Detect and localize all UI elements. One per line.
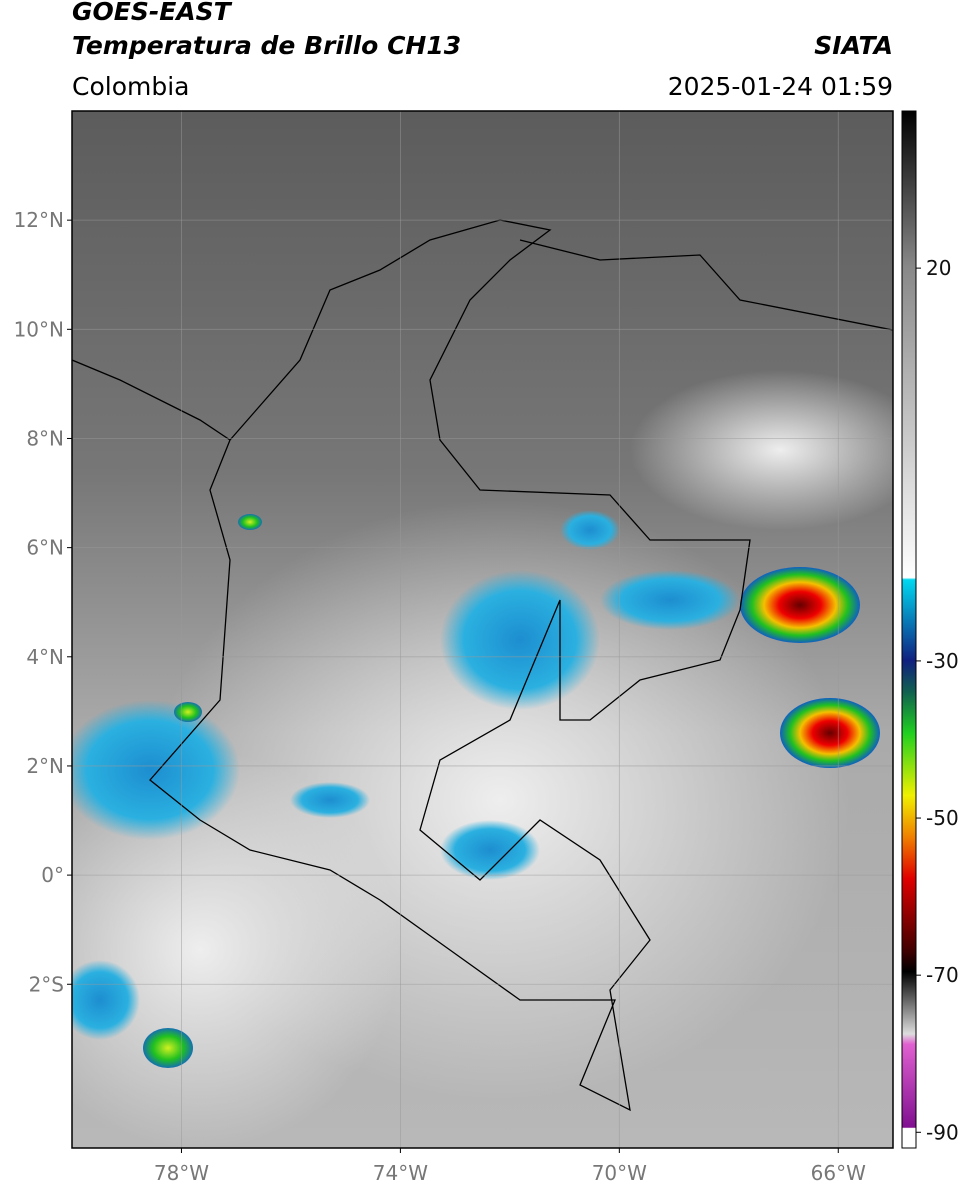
source: SIATA bbox=[814, 31, 893, 60]
lat-tick-label: 8°N bbox=[26, 426, 64, 450]
colorbar-tick-label: -30 bbox=[926, 649, 959, 673]
lat-tick-label: 0° bbox=[41, 863, 64, 887]
subtitle: Temperatura de Brillo CH13 bbox=[72, 31, 461, 60]
lat-tick-label: 6°N bbox=[26, 536, 64, 560]
lat-tick-label: 10°N bbox=[14, 317, 64, 341]
colorbar-tick-label: 20 bbox=[926, 256, 951, 280]
lon-tick-label: 78°W bbox=[154, 1161, 209, 1185]
graticule bbox=[72, 111, 893, 1148]
colorbar-tick-label: -90 bbox=[926, 1120, 959, 1144]
lat-tick-label: 4°N bbox=[26, 645, 64, 669]
satellite-image bbox=[72, 111, 893, 1148]
lon-tick-label: 66°W bbox=[811, 1161, 866, 1185]
datetime: 2025-01-24 01:59 bbox=[668, 72, 893, 101]
title: GOES-EAST bbox=[72, 0, 233, 26]
colorbar-tick-label: -70 bbox=[926, 963, 959, 987]
map-frame bbox=[71, 110, 894, 1149]
region: Colombia bbox=[72, 72, 189, 101]
colorbar bbox=[901, 110, 917, 1149]
lon-tick-label: 74°W bbox=[373, 1161, 428, 1185]
lon-tick-label: 70°W bbox=[592, 1161, 647, 1185]
lat-tick-label: 12°N bbox=[14, 208, 64, 232]
lat-tick-label: 2°S bbox=[29, 972, 64, 996]
colorbar-tick-label: -50 bbox=[926, 806, 959, 830]
lat-tick-label: 2°N bbox=[26, 754, 64, 778]
